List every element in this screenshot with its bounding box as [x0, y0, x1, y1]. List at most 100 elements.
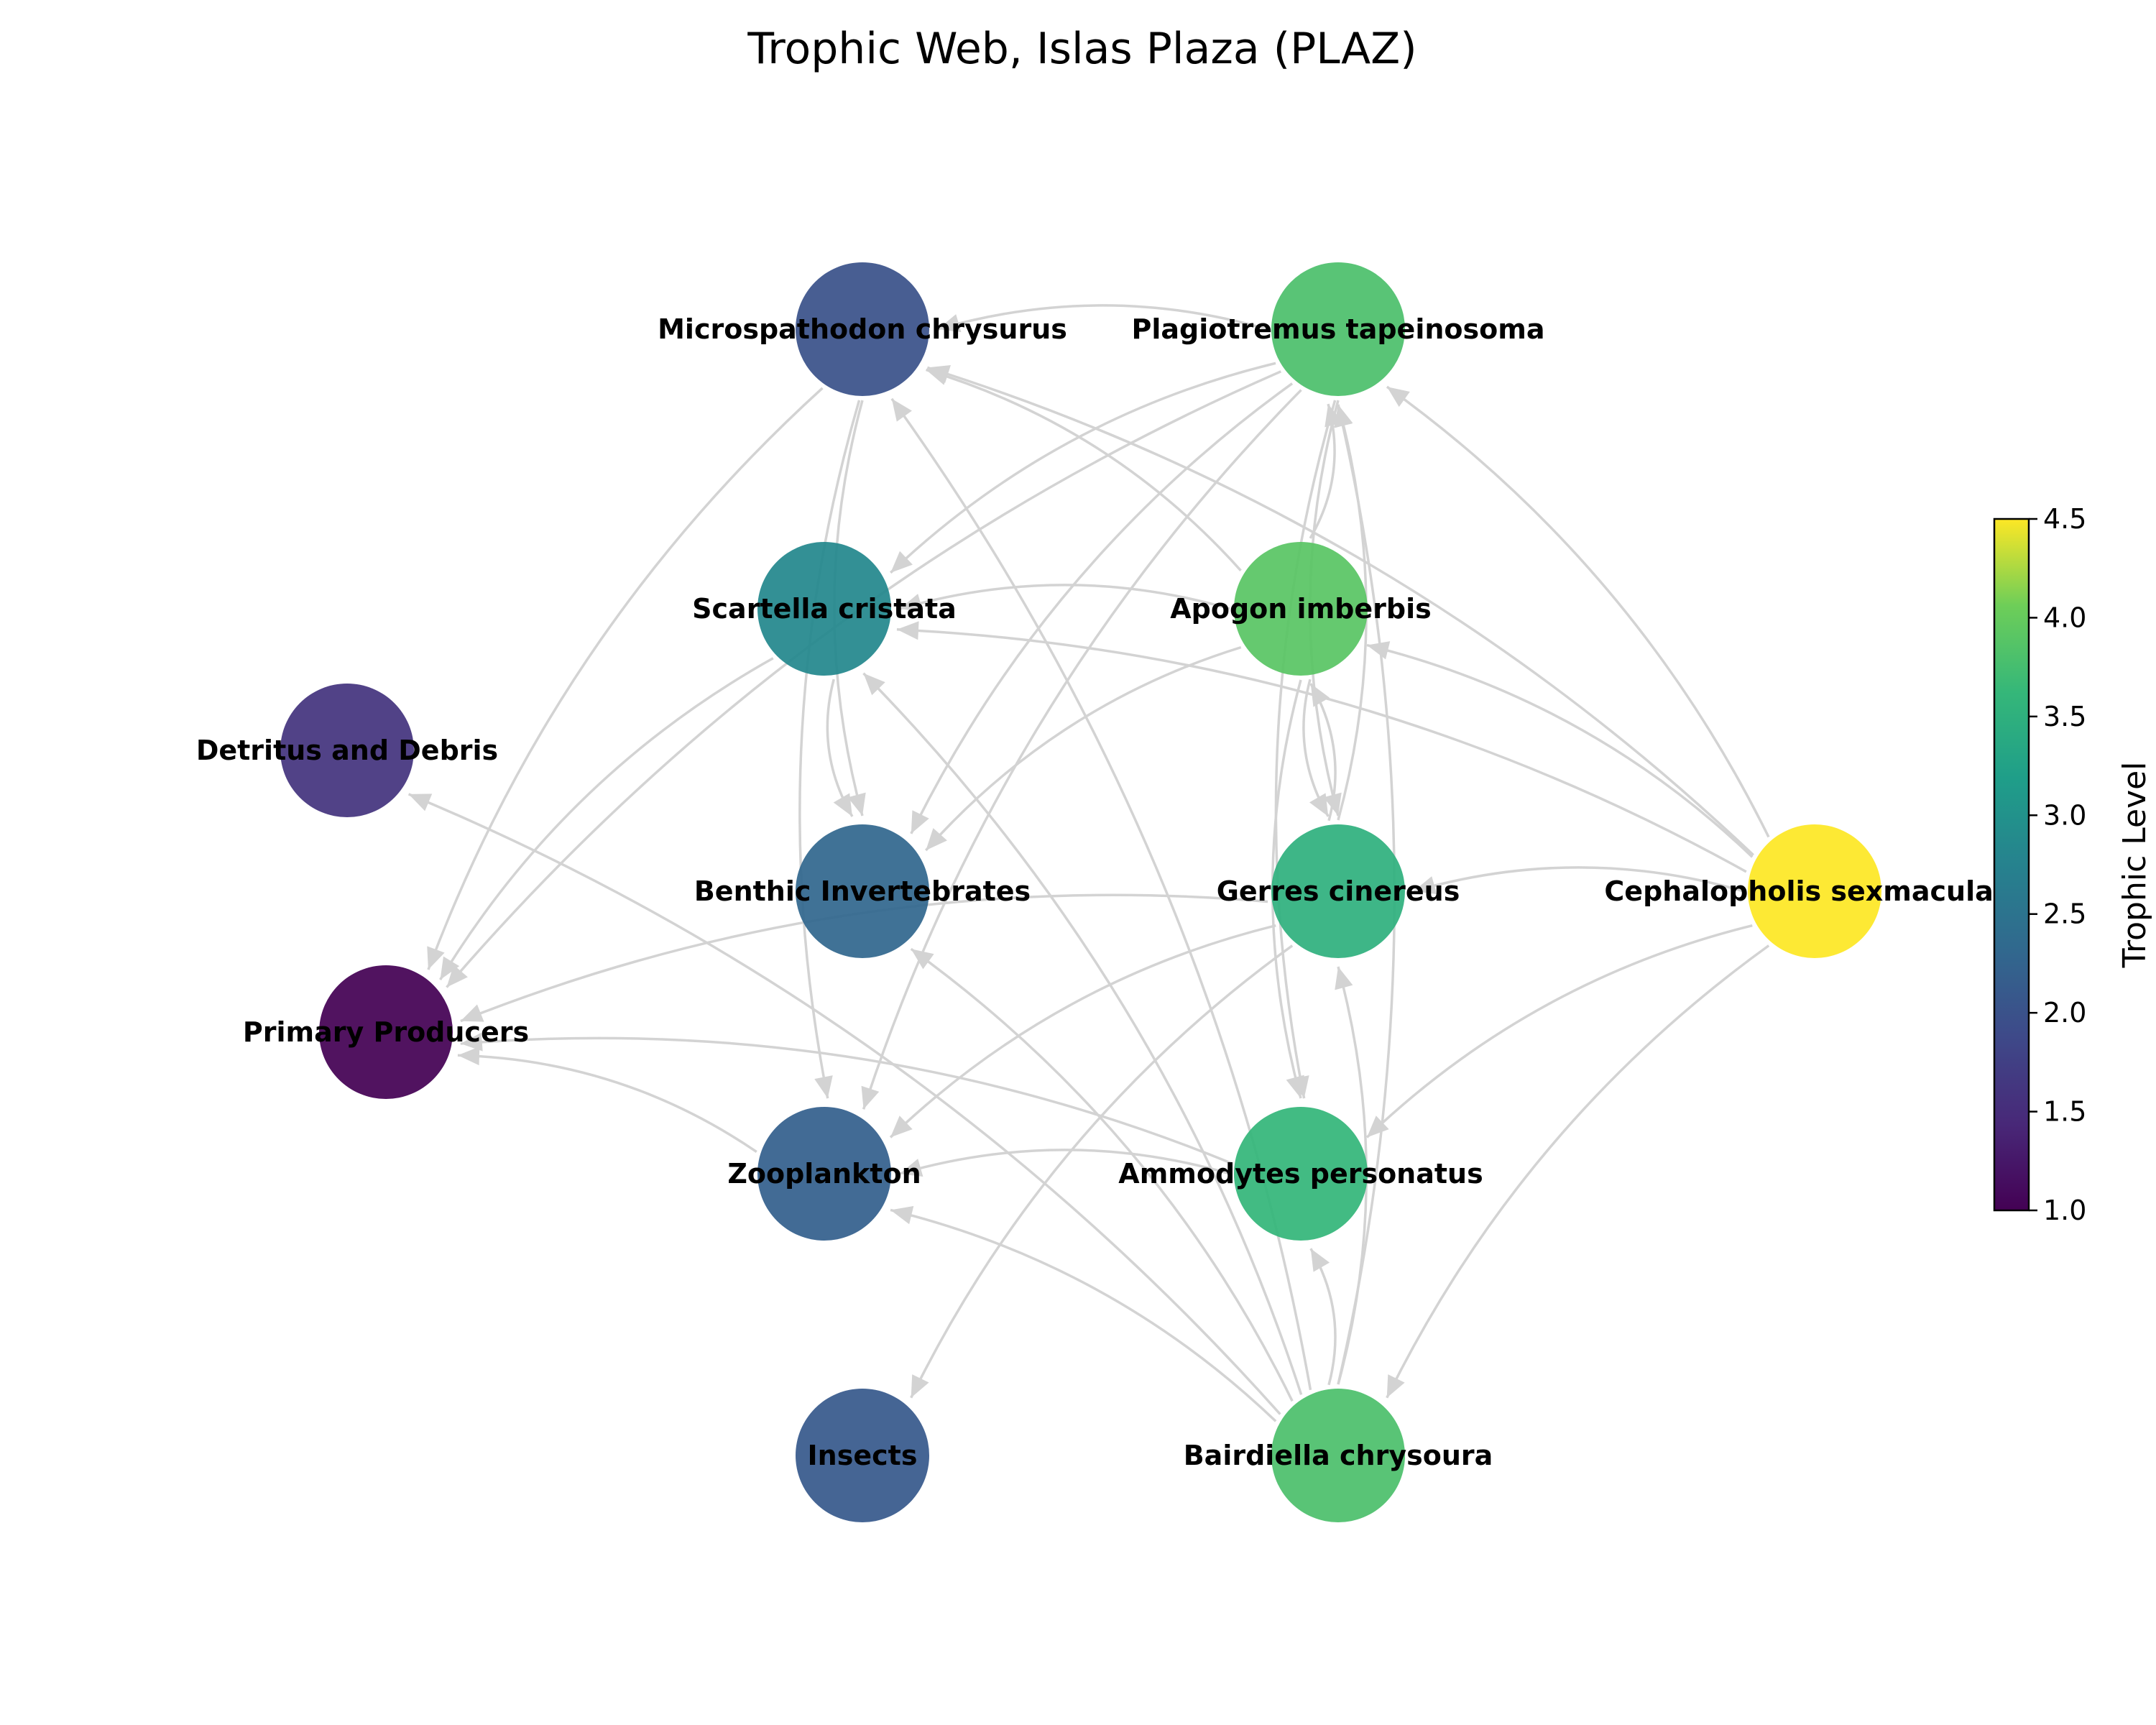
arrowhead	[896, 621, 919, 640]
arrowhead	[1335, 967, 1353, 990]
edge-apogon-to-scartella	[899, 584, 1230, 612]
arrowhead	[1334, 405, 1353, 428]
edge-line	[889, 924, 1276, 1138]
edge-line	[460, 1036, 1231, 1164]
edge-microspathodon-to-primary	[427, 387, 824, 970]
edge-line	[439, 657, 774, 980]
node-microspathodon[interactable]: Microspathodon chrysurus	[658, 262, 1067, 396]
node-circle[interactable]	[796, 262, 929, 396]
arrowhead	[1386, 387, 1410, 408]
colorbar-tick-label: 4.5	[2043, 503, 2086, 535]
edge-line	[937, 304, 1268, 331]
node-circle[interactable]	[280, 684, 414, 817]
colorbar-tick-label: 4.0	[2043, 602, 2086, 633]
node-label: Apogon imberbis	[1170, 593, 1432, 625]
edge-apogon-to-benthic	[924, 645, 1242, 852]
node-insects[interactable]: Insects	[796, 1389, 929, 1522]
arrowhead	[900, 594, 923, 612]
edge-apogon-to-gerres	[1302, 678, 1330, 817]
node-circle[interactable]	[757, 1107, 891, 1241]
arrowhead	[927, 365, 951, 383]
edge-line	[1413, 866, 1744, 893]
node-cephalopholis[interactable]: Cephalopholis sexmaculata	[1604, 824, 2025, 958]
node-circle[interactable]	[1748, 824, 1881, 958]
node-scartella[interactable]: Scartella cristata	[692, 542, 957, 676]
arrowhead	[847, 792, 866, 816]
edge-bairdiella-to-benthic	[910, 947, 1294, 1402]
node-label: Zooplankton	[727, 1158, 921, 1190]
edge-line	[1274, 400, 1337, 1099]
colorbar: 1.0 1.5 2.0 2.5 3.0 3.5 4.0 4.5 Trophic Level	[1993, 503, 2153, 1226]
edge-line	[1366, 643, 1754, 858]
node-circle[interactable]	[796, 824, 929, 958]
node-label: Benthic Invertebrates	[694, 875, 1031, 907]
edge-gerres-to-apogon	[1309, 683, 1337, 822]
arrowhead	[890, 1116, 913, 1138]
arrowhead	[833, 793, 852, 816]
arrowhead	[1286, 1075, 1304, 1098]
arrowhead	[460, 1032, 483, 1052]
node-circle[interactable]	[319, 965, 453, 1099]
edge-line	[899, 584, 1230, 610]
colorbar-label: Trophic Level	[2116, 762, 2153, 969]
edge-gerres-to-zooplankton	[889, 924, 1276, 1138]
arrowhead	[900, 1159, 923, 1177]
arrowhead	[861, 1085, 880, 1110]
edge-line	[798, 400, 861, 1099]
edge-ammodytes-to-primary	[460, 1032, 1231, 1164]
arrowhead	[1367, 641, 1391, 660]
arrowhead	[457, 1046, 480, 1066]
edge-cephalopholis-to-scartella	[896, 621, 1747, 873]
edge-line	[862, 389, 1302, 1110]
node-zooplankton[interactable]: Zooplankton	[727, 1107, 921, 1241]
node-label: Bairdiella chrysoura	[1184, 1440, 1493, 1471]
arrowhead	[1310, 1248, 1330, 1272]
node-circle[interactable]	[1271, 262, 1405, 396]
arrowhead	[890, 1206, 914, 1225]
edge-cephalopholis-to-bairdiella	[1386, 944, 1770, 1399]
colorbar-ticks: 1.0 1.5 2.0 2.5 3.0 3.5 4.0 4.5	[2029, 503, 2086, 1226]
node-circle[interactable]	[1271, 1389, 1405, 1522]
arrowhead	[890, 551, 913, 573]
node-plagiotremus[interactable]: Plagiotremus tapeinosoma	[1132, 262, 1545, 396]
edge-bairdiella-to-scartella	[862, 672, 1303, 1395]
arrowhead	[460, 1004, 484, 1022]
edge-line	[1386, 944, 1770, 1399]
edge-cephalopholis-to-gerres	[1413, 866, 1744, 895]
node-detritus[interactable]: Detritus and Debris	[196, 684, 498, 817]
node-gerres[interactable]: Gerres cinereus	[1217, 824, 1460, 958]
node-circle[interactable]	[757, 542, 891, 676]
arrowhead	[1414, 876, 1437, 895]
colorbar-tick-label: 3.5	[2043, 701, 2086, 732]
arrowhead	[911, 1374, 929, 1398]
edge-plagiotremus-to-microspathodon	[937, 304, 1268, 333]
node-bairdiella[interactable]: Bairdiella chrysoura	[1184, 1389, 1493, 1522]
edge-line	[890, 362, 1276, 574]
node-circle[interactable]	[1234, 1107, 1368, 1241]
colorbar-tick-label: 2.0	[2043, 997, 2086, 1029]
edge-cephalopholis-to-plagiotremus	[1386, 385, 1770, 838]
edge-cephalopholis-to-apogon	[1366, 641, 1754, 858]
edge-line	[1386, 385, 1770, 838]
arrowhead	[1309, 793, 1329, 816]
node-circle[interactable]	[1271, 824, 1405, 958]
node-ammodytes[interactable]: Ammodytes personatus	[1118, 1107, 1483, 1241]
node-primary[interactable]: Primary Producers	[243, 965, 529, 1099]
arrowhead	[814, 1075, 833, 1099]
edge-line	[890, 1208, 1277, 1422]
arrowhead	[926, 828, 947, 851]
node-circle[interactable]	[796, 1389, 929, 1522]
arrowhead	[911, 949, 934, 970]
edge-line	[427, 387, 824, 970]
node-label: Gerres cinereus	[1217, 875, 1460, 907]
chart-title: Trophic Web, Islas Plaza (PLAZ)	[747, 24, 1416, 74]
node-benthic[interactable]: Benthic Invertebrates	[694, 824, 1031, 958]
node-apogon[interactable]: Apogon imberbis	[1170, 542, 1432, 676]
node-circle[interactable]	[1234, 542, 1368, 676]
edge-cephalopholis-to-ammodytes	[1365, 924, 1753, 1138]
edge-line	[457, 1054, 757, 1154]
edge-scartella-to-primary	[439, 657, 774, 980]
colorbar-tick-label: 3.0	[2043, 799, 2086, 831]
edge-line	[896, 628, 1747, 873]
colorbar-tick-label: 2.5	[2043, 898, 2086, 930]
